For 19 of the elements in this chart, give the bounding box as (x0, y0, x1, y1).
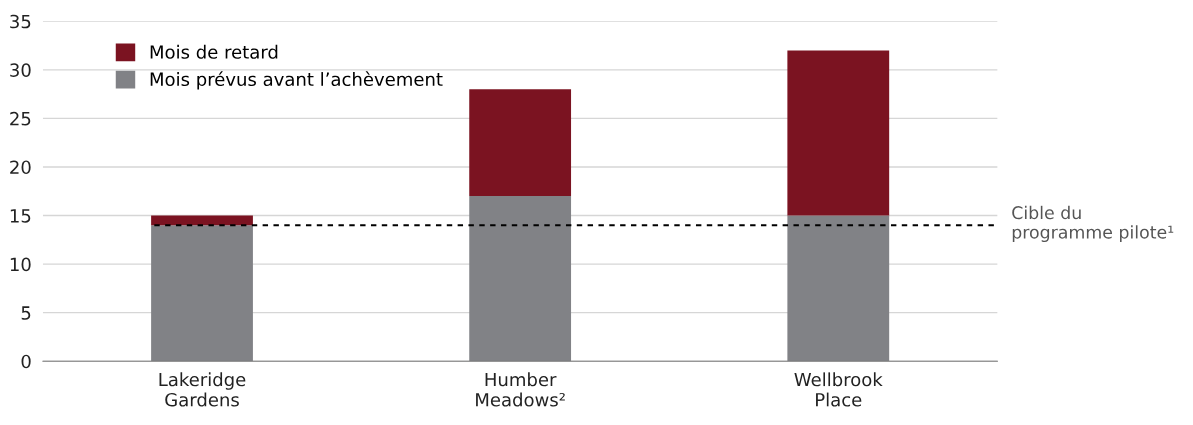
y-tick-label: 5 (21, 306, 31, 320)
y-tick-label: 15 (10, 209, 31, 223)
y-tick-label: 25 (10, 111, 31, 126)
bar (787, 50, 890, 216)
legend-label: Mois de retard (150, 44, 278, 59)
y-tick-label: 20 (10, 160, 31, 175)
y-tick-label: 30 (10, 63, 31, 77)
bar (151, 225, 253, 362)
ref-line-label: Cible du programme pilote¹ (1012, 205, 1174, 243)
y-tick-label: 35 (10, 14, 31, 29)
x-tick-label: Wellbrook Place (794, 372, 883, 407)
x-tick-label: Lakeridge Gardens (159, 372, 246, 407)
legend-label: Mois prévus avant l’achèvement (150, 71, 443, 90)
y-tick-label: 10 (10, 257, 31, 272)
bar (787, 215, 890, 362)
y-tick-label: 0 (21, 354, 31, 369)
bar (469, 89, 572, 197)
x-tick-label: Humber Meadows² (476, 372, 565, 407)
bar (469, 196, 572, 362)
